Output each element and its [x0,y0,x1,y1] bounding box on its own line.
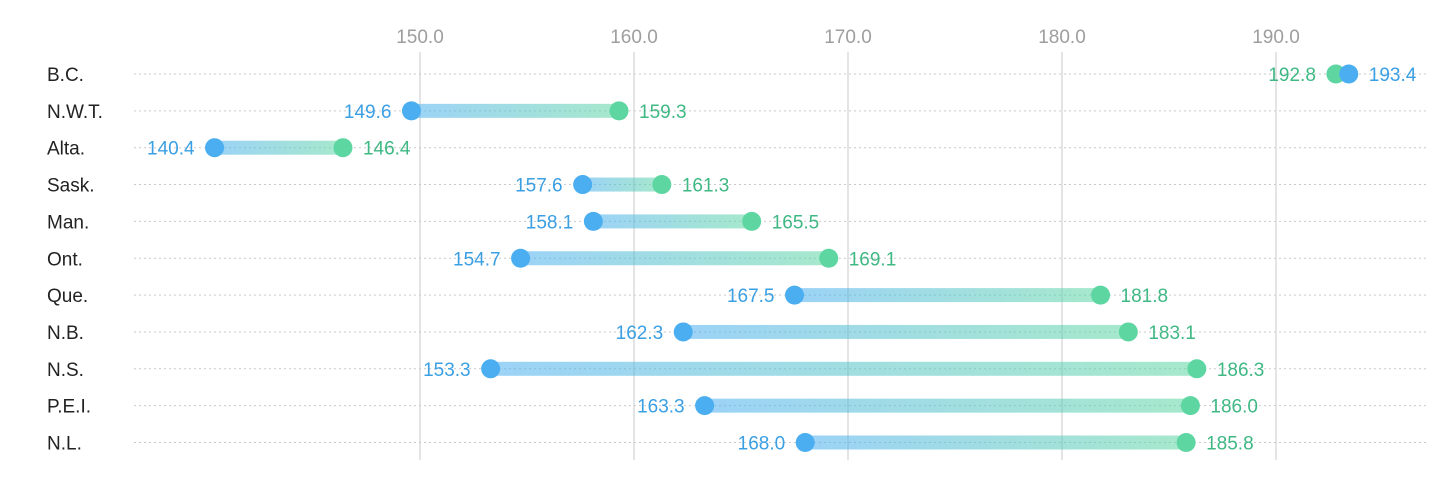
series-b-point [333,138,353,158]
series-b-point [1118,322,1138,342]
series-a-point [481,359,501,379]
series-a-point [401,101,421,121]
series-b-value-label: 186.0 [1210,397,1258,418]
series-a-value-label: 149.6 [344,102,392,123]
series-b-value-label: 161.3 [682,176,730,197]
dumbbell-row: 163.3 186.0 [637,396,1258,418]
series-b-value-label: 169.1 [849,249,897,270]
dumbbell-row: 154.7 169.1 [453,248,897,270]
category-label: N.S. [47,360,84,381]
category-label: B.C. [47,65,84,86]
series-a-point [583,211,603,231]
category-label: Ont. [47,249,83,270]
category-label: N.L. [47,434,82,455]
series-b-value-label: 146.4 [363,139,411,160]
series-a-point [205,138,225,158]
dumbbell-row: 140.4 146.4 [147,138,411,160]
category-label: Alta. [47,139,85,160]
rows-layer: 193.4 192.8 149.6 159.3 140.4 146.4 157.6 161.3… [147,64,1417,455]
series-b-value-label: 159.3 [639,102,687,123]
series-b-point [652,175,672,195]
series-b-point [1180,396,1200,416]
series-b-point [1187,359,1207,379]
series-b-value-label: 183.1 [1148,323,1196,344]
dumbbell-row: 167.5 181.8 [727,285,1169,307]
category-label: N.B. [47,323,84,344]
dumbbell-row: 193.4 192.8 [1268,64,1417,86]
dumbbell-connector [411,103,620,118]
series-b-point [609,101,629,121]
dumbbell-row: 149.6 159.3 [344,101,687,123]
series-b-point [1091,285,1111,305]
series-a-value-label: 162.3 [616,323,664,344]
dumbbell-row: 157.6 161.3 [515,175,729,197]
series-b-value-label: 185.8 [1206,434,1254,455]
dumbbell-connector [520,251,829,266]
series-a-point [673,322,693,342]
series-a-point [695,396,715,416]
series-a-value-label: 167.5 [727,286,775,307]
series-a-value-label: 163.3 [637,397,685,418]
series-a-value-label: 193.4 [1369,65,1417,86]
category-labels: B.C. N.W.T. Alta. Sask. Man. Ont. Que. N.B. N.S.… [47,65,103,455]
x-tick-label: 160.0 [610,27,658,48]
series-a-value-label: 153.3 [423,360,471,381]
x-tick-label: 150.0 [396,27,444,48]
category-label: Man. [47,212,89,233]
dumbbell-row: 162.3 183.1 [616,322,1196,344]
series-a-value-label: 140.4 [147,139,195,160]
category-label: Sask. [47,176,95,197]
dumbbell-connector [805,435,1187,450]
series-a-point [795,433,815,452]
dumbbell-connector [683,324,1129,339]
dumbbell-row: 168.0 185.8 [738,433,1254,455]
dumbbell-connector [490,361,1197,376]
x-tick-label: 190.0 [1252,27,1300,48]
series-b-value-label: 165.5 [772,212,820,233]
x-tick-label: 170.0 [824,27,872,48]
series-a-point [785,285,804,305]
series-a-point [1339,64,1359,84]
series-b-point [742,211,762,231]
x-axis-ticks: 150.0 160.0 170.0 180.0 190.0 [396,27,1300,48]
series-b-point [1176,433,1196,452]
series-a-point [573,175,593,195]
x-tick-label: 180.0 [1038,27,1086,48]
series-b-value-label: 186.3 [1217,360,1265,381]
dumbbell-row: 153.3 186.3 [423,359,1264,381]
dumbbell-row: 158.1 165.5 [526,211,820,233]
dumbbell-connector [214,140,343,155]
dumbbell-connector [704,398,1191,413]
category-label: P.E.I. [47,397,91,418]
series-a-value-label: 157.6 [515,176,563,197]
series-a-value-label: 154.7 [453,249,501,270]
category-label: Que. [47,286,88,307]
category-label: N.W.T. [47,102,103,123]
series-a-value-label: 158.1 [526,212,574,233]
series-a-value-label: 168.0 [738,434,786,455]
dumbbell-connector [593,214,752,229]
dumbbell-connector [794,288,1101,303]
series-a-point [511,248,531,268]
series-b-value-label: 181.8 [1121,286,1169,307]
series-b-point [819,248,839,268]
series-b-value-label: 192.8 [1268,65,1316,86]
dumbbell-connector [582,177,662,192]
